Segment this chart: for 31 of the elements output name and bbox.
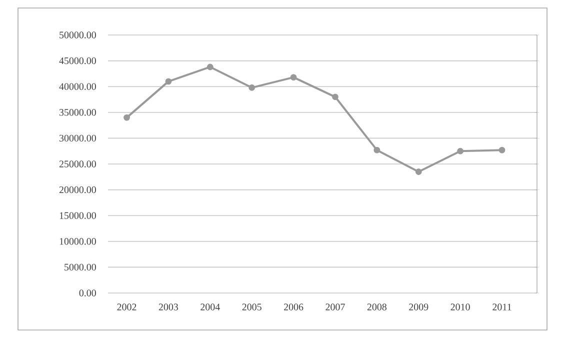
point xyxy=(498,146,506,154)
x-tick-label: 2011 xyxy=(492,304,512,310)
y-tick-label: 25000.00 xyxy=(59,160,96,168)
y-tick-label: 15000.00 xyxy=(60,212,96,219)
point xyxy=(290,74,297,81)
point xyxy=(206,64,214,70)
y-tick-label: 40000.00 xyxy=(59,83,96,90)
y-tick-label: 10000.00 xyxy=(60,238,96,245)
point xyxy=(457,148,464,154)
x-tick-label: 2008 xyxy=(367,304,387,310)
x-tick-label: 2007 xyxy=(326,304,345,310)
point xyxy=(248,84,256,91)
y-tick-label: 35000.00 xyxy=(59,109,96,116)
x-tick-label: 2002 xyxy=(117,304,136,310)
x-tick-label: 2009 xyxy=(409,304,428,310)
y-tick-label: 5000.00 xyxy=(64,264,96,271)
point xyxy=(415,168,422,175)
x-tick-label: 2006 xyxy=(284,304,304,310)
y-tick-label: 45000.00 xyxy=(59,57,96,64)
y-tick-label: 30000.00 xyxy=(59,134,96,142)
x-tick-label: 2010 xyxy=(450,304,470,310)
point xyxy=(332,94,338,100)
point xyxy=(124,114,130,121)
y-tick-label: 50000.00 xyxy=(60,32,96,38)
x-tick-label: 2003 xyxy=(158,304,178,310)
y-tick-label: 0.00 xyxy=(79,290,96,296)
point xyxy=(165,78,172,85)
point xyxy=(374,146,380,154)
y-tick-label: 20000.00 xyxy=(59,186,96,194)
x-tick-label: 2004 xyxy=(200,304,220,310)
x-tick-label: 2005 xyxy=(242,304,262,310)
